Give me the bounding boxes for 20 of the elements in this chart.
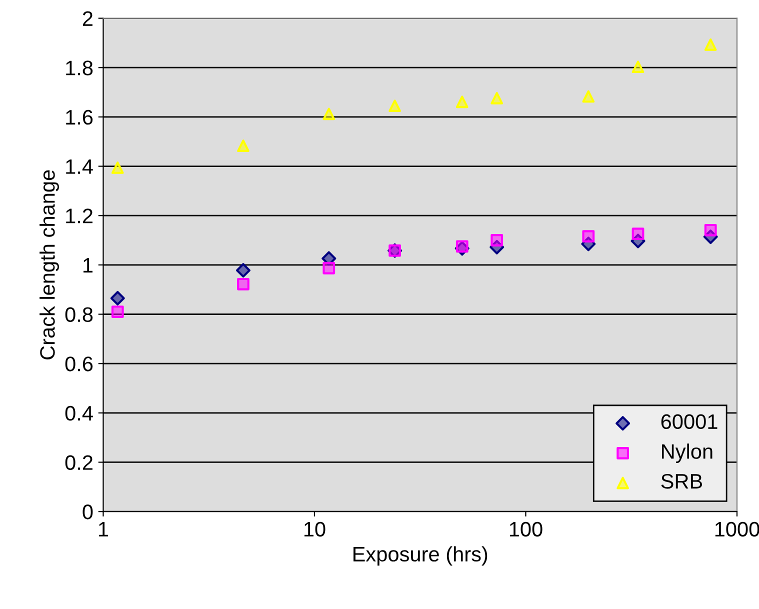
legend-label: Nylon (662, 444, 712, 463)
y-tick-label: 1.6 (66, 110, 93, 125)
y-tick-label: 1.8 (66, 60, 93, 76)
legend-label: 60001 (661, 414, 718, 430)
y-tick-label: 1 (84, 258, 92, 272)
x-tick-label: 1 (99, 522, 108, 536)
y-tick-label: 0.2 (65, 455, 92, 470)
x-tick-label: 10 (304, 522, 326, 537)
y-tick-label: 0.4 (65, 406, 93, 421)
y-axis-title: Crack length change (40, 170, 59, 360)
x-axis-title: Exposure (hrs) (354, 546, 488, 566)
y-tick-label: 1.4 (66, 159, 93, 174)
y-tick-label: 0 (82, 504, 93, 520)
legend-label: SRB (661, 474, 702, 489)
y-tick-label: 2 (82, 11, 92, 26)
x-tick-label: 1000 (715, 522, 759, 537)
y-tick-label: 0.6 (65, 356, 93, 372)
y-tick-label: 0.8 (65, 307, 93, 322)
y-tick-label: 1.2 (66, 208, 92, 224)
x-tick-label: 100 (510, 522, 542, 537)
